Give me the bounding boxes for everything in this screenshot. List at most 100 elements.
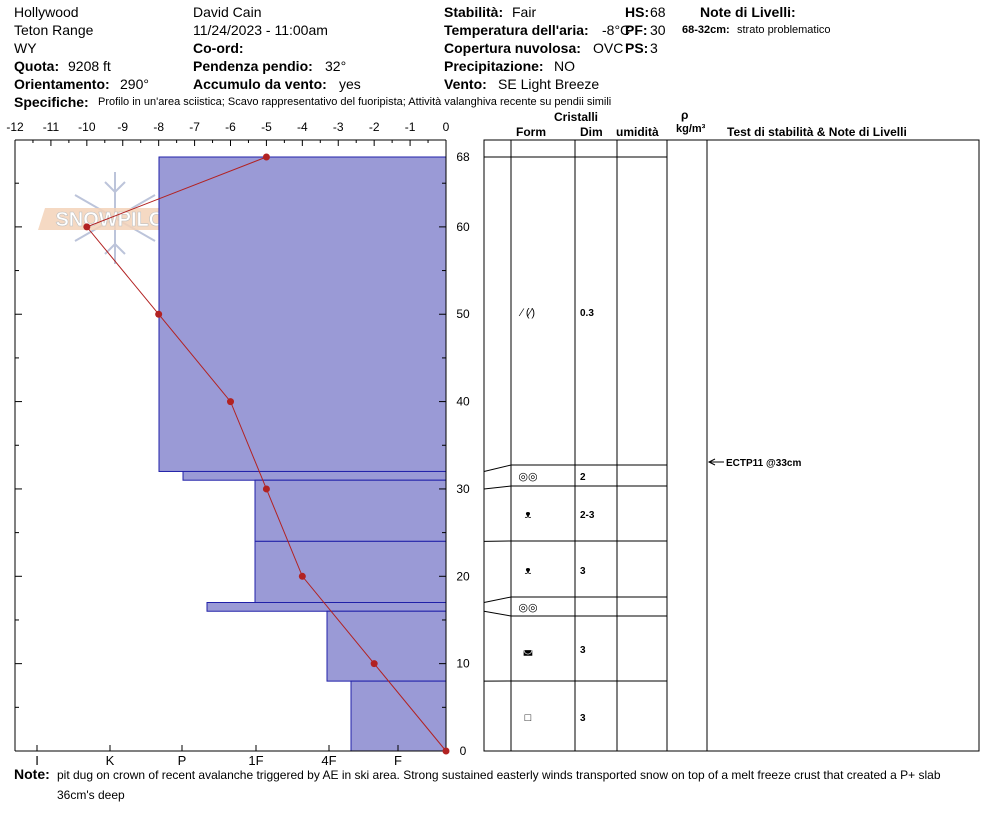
stability-value: Fair [512,4,537,20]
crystal-size: 2 [580,472,586,483]
stability-label: Stabilità: [444,4,504,20]
crystal-size: 3 [580,645,586,656]
datetime: 11/24/2023 - 11:00am [193,22,328,38]
crystal-form: ◎◎ [518,602,537,614]
location: Hollywood [14,4,79,20]
temperature-tick-label: -5 [261,120,272,134]
hardness-tick-label: I [35,753,39,768]
temperature-tick-label: -1 [405,120,416,134]
note-label: Note: [14,766,50,782]
specifics-text: Profilo in un'area sciistica; Scavo rapp… [98,96,612,108]
crystal-form: □ [525,712,532,724]
depth-tick-label: 60 [456,220,470,234]
layer-notes-range: 68-32cm: [682,24,730,36]
temperature-tick-label: -11 [43,120,60,134]
temperature-tick-label: -9 [117,120,128,134]
temperature-point [298,572,306,580]
ps-label: PS: [625,40,649,56]
table-frame [483,139,980,752]
temperature-tick-label: -7 [189,120,200,134]
depth-tick-label: 10 [456,657,470,671]
depth-tick-label: 40 [456,395,470,409]
hardness-tick-label: 4F [321,753,336,768]
hardness-bar [158,156,447,472]
hardness-bar [254,540,447,604]
hardness-tick-label: K [106,753,115,768]
form-header: Form [516,125,546,139]
temperature-tick-label: -2 [369,120,380,134]
note-line-2: 36cm's deep [57,788,125,802]
temperature-tick-label: -10 [78,120,96,134]
layer-notes-label: Note di Livelli: [700,4,796,20]
crystal-form: ◎◎ [518,471,537,483]
crystal-form: ᴥ [525,565,532,577]
hs-label: HS: [625,4,650,20]
depth-tick-label: 50 [456,307,470,321]
layer-boundary-line [483,596,667,603]
temperature-tick-label: -3 [333,120,344,134]
rho-header: ρ [681,108,689,122]
observer: David Cain [193,4,262,20]
density-unit-header: kg/m³ [676,123,706,135]
wind-loading-value: yes [339,76,361,92]
crystal-form: ◛ [523,644,534,656]
temperature-tick-label: -8 [153,120,164,134]
temperature-point [262,485,270,493]
layer-boundary-line [483,610,667,617]
hardness-tick-label: F [394,753,402,768]
sky-value: OVC [593,40,624,56]
hardness-tick-label: 1F [248,753,263,768]
hardness-bar [206,602,447,612]
hardness-bar [254,479,447,542]
crystal-size: 2-3 [580,510,595,521]
stability-test-label: ECTP11 @33cm [726,458,801,469]
state: WY [14,40,37,56]
wind-loading-label: Accumulo da vento: [193,76,327,92]
size-header: Dim [580,125,603,139]
note-line-1: pit dug on crown of recent avalanche tri… [57,768,941,782]
watermark-text: SNOWPILOT [55,209,176,231]
depth-tick-label: 0 [460,744,467,758]
crystal-size: 3 [580,566,586,577]
layer-notes-text: strato problematico [737,24,831,36]
temperature-point [442,747,450,755]
wind-value: SE Light Breeze [498,76,600,92]
ps-value: 3 [650,40,658,56]
temperature-tick-label: -6 [225,120,236,134]
aspect-value: 290° [120,76,149,92]
elevation-label: Quota: [14,58,60,74]
specifics-label: Specifiche: [14,94,89,110]
hardness-bar [326,610,447,682]
depth-tick-label: 68 [456,150,470,164]
air-temp-label: Temperatura dell'aria: [444,22,589,38]
mountain-range: Teton Range [14,22,94,38]
depth-tick-label: 20 [456,569,470,583]
temperature-line [86,156,447,752]
pf-value: 30 [650,22,666,38]
elevation-value: 9208 ft [68,58,111,74]
precip-value: NO [554,58,575,74]
hardness-tick-label: P [178,753,187,768]
sky-label: Copertura nuvolosa: [444,40,581,56]
depth-tick-label: 30 [456,482,470,496]
temperature-point [155,310,163,318]
aspect-label: Orientamento: [14,76,110,92]
crystal-form: ᴥ [525,509,532,521]
crystal-size: 3 [580,713,586,724]
stability-tests-header: Test di stabilità & Note di Livelli [727,125,907,139]
air-temp-value: -8°C [602,22,631,38]
temperature-tick-label: -12 [6,120,24,134]
temperature-point [227,398,234,406]
slope-label: Pendenza pendio: [193,58,313,74]
wind-label: Vento: [444,76,487,92]
pf-label: PF: [625,22,648,38]
hardness-bar [350,680,447,752]
coord-label: Co-ord: [193,40,244,56]
slope-value: 32° [325,58,347,74]
temperature-point [262,153,270,161]
temperature-point [83,223,91,231]
precip-label: Precipitazione: [444,58,544,74]
temperature-tick-label: 0 [443,120,450,134]
stability-test-arrowhead [707,458,716,466]
